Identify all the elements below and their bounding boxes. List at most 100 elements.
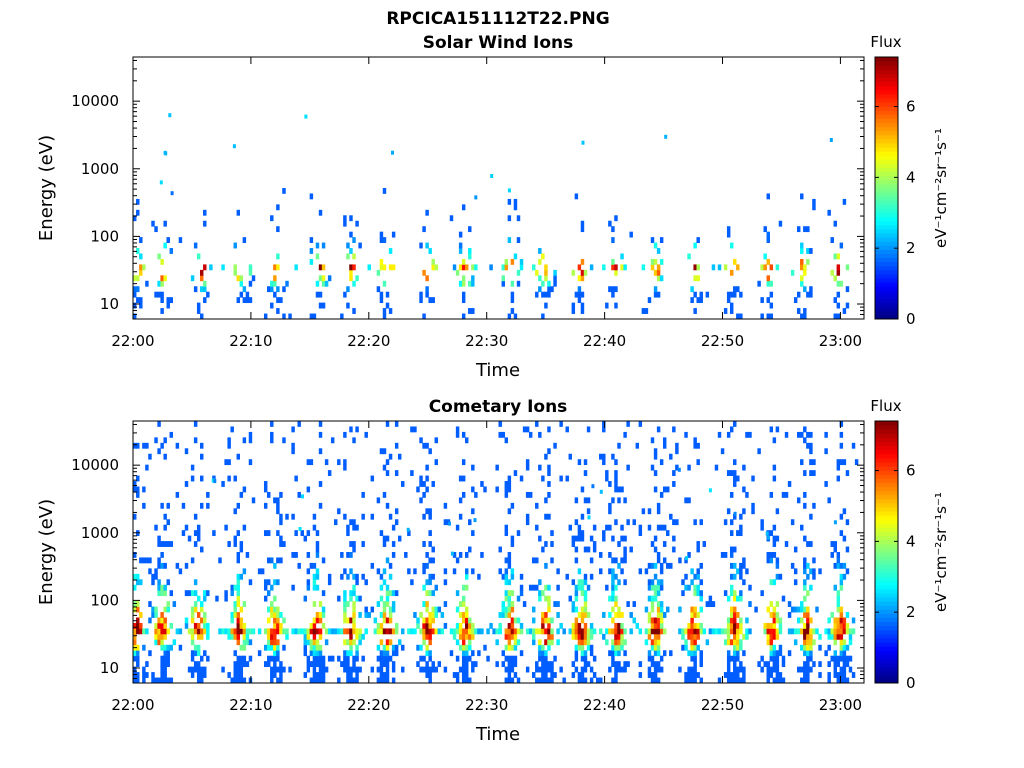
- colorbar-segment: [875, 580, 898, 586]
- heatmap-cell: [468, 280, 472, 287]
- heatmap-cell: [528, 628, 533, 635]
- heatmap-cell: [279, 628, 283, 635]
- heatmap-cell: [200, 601, 204, 607]
- heatmap-cell: [276, 253, 280, 260]
- heatmap-cell: [513, 639, 518, 646]
- heatmap-cell: [437, 606, 442, 613]
- heatmap-cell: [227, 628, 231, 635]
- heatmap-cell: [611, 661, 615, 668]
- heatmap-cell: [434, 584, 438, 591]
- heatmap-cell: [315, 552, 320, 558]
- heatmap-cell: [669, 562, 673, 569]
- heatmap-cell: [425, 508, 429, 515]
- heatmap-cell: [516, 530, 521, 537]
- y-tick-label: 10000: [71, 456, 119, 474]
- heatmap-cell: [766, 552, 770, 558]
- heatmap-cell: [352, 655, 356, 662]
- heatmap-cell: [766, 231, 770, 238]
- colorbar-segment: [875, 224, 898, 230]
- heatmap-cell: [285, 628, 289, 635]
- heatmap-cell: [778, 644, 783, 651]
- heatmap-cell: [257, 628, 262, 635]
- heatmap-cell: [772, 437, 777, 444]
- heatmap-cell: [169, 541, 173, 547]
- heatmap-cell: [803, 269, 807, 276]
- heatmap-cell: [693, 590, 697, 597]
- heatmap-cell: [742, 508, 746, 515]
- heatmap-cell: [653, 453, 658, 460]
- heatmap-cell: [276, 508, 280, 515]
- heatmap-cell: [434, 612, 438, 618]
- heatmap-cell: [806, 226, 810, 233]
- heatmap-cell: [608, 508, 612, 515]
- heatmap-cell: [693, 661, 697, 668]
- heatmap-cell: [318, 264, 323, 271]
- heatmap-cell: [276, 617, 280, 624]
- heatmap-cell: [833, 655, 837, 662]
- colorbar-segment: [875, 228, 898, 234]
- heatmap-cell: [602, 459, 606, 466]
- heatmap-cell: [781, 661, 786, 668]
- colorbar-segment: [875, 670, 898, 676]
- heatmap-cell: [306, 639, 311, 646]
- colorbar-segment: [875, 629, 898, 635]
- heatmap-cell: [772, 650, 777, 657]
- heatmap-cell: [787, 481, 792, 487]
- heatmap-cell: [611, 573, 615, 580]
- colorbar-segment: [875, 261, 898, 267]
- heatmap-cell: [276, 204, 280, 211]
- heatmap-cell: [623, 666, 627, 673]
- heatmap-cell: [809, 442, 813, 449]
- heatmap-cell: [587, 515, 591, 520]
- heatmap-cell: [318, 421, 323, 427]
- heatmap-cell: [382, 264, 387, 271]
- heatmap-cell: [806, 606, 810, 613]
- heatmap-cell: [136, 486, 140, 493]
- heatmap-cell: [532, 672, 536, 678]
- heatmap-cell: [163, 661, 167, 668]
- heatmap-cell: [419, 644, 423, 651]
- heatmap-cell: [413, 612, 417, 618]
- heatmap-cell: [455, 622, 460, 629]
- heatmap-cell: [169, 677, 173, 684]
- heatmap-cell: [388, 612, 393, 618]
- heatmap-cell: [425, 464, 429, 471]
- heatmap-cell: [160, 552, 164, 558]
- heatmap-cell: [379, 661, 384, 668]
- heatmap-cell: [321, 590, 326, 597]
- heatmap-cell: [839, 644, 844, 651]
- heatmap-cell: [669, 513, 673, 520]
- heatmap-cell: [434, 437, 438, 444]
- heatmap-cell: [507, 677, 512, 684]
- heatmap-cell: [468, 633, 472, 640]
- colorbar-segment: [875, 278, 898, 283]
- heatmap-cell: [790, 562, 795, 569]
- heatmap-cell: [620, 253, 624, 260]
- heatmap-cell: [726, 655, 731, 662]
- heatmap-cell: [544, 513, 548, 520]
- heatmap-cell: [803, 666, 807, 673]
- heatmap-cell: [263, 661, 268, 668]
- heatmap-cell: [361, 633, 365, 640]
- heatmap-cell: [461, 204, 466, 211]
- heatmap-cell: [471, 508, 475, 515]
- heatmap-cell: [769, 491, 774, 498]
- heatmap-cell: [650, 672, 655, 678]
- heatmap-cell: [309, 628, 314, 635]
- cometary-y-axis-label: Energy (eV): [36, 499, 57, 605]
- heatmap-cell: [343, 601, 347, 607]
- heatmap-cell: [736, 639, 740, 646]
- heatmap-cell: [151, 573, 155, 580]
- heatmap-cell: [568, 628, 572, 635]
- heatmap-cell: [382, 280, 387, 287]
- heatmap-cell: [355, 633, 359, 640]
- heatmap-cell: [303, 633, 308, 640]
- heatmap-cell: [614, 302, 618, 309]
- heatmap-cell: [827, 209, 831, 216]
- heatmap-cell: [425, 475, 429, 482]
- heatmap-cell: [309, 644, 314, 651]
- heatmap-cell: [547, 633, 551, 640]
- colorbar-segment: [875, 646, 898, 651]
- heatmap-cell: [218, 557, 222, 564]
- colorbar-segment: [875, 621, 898, 627]
